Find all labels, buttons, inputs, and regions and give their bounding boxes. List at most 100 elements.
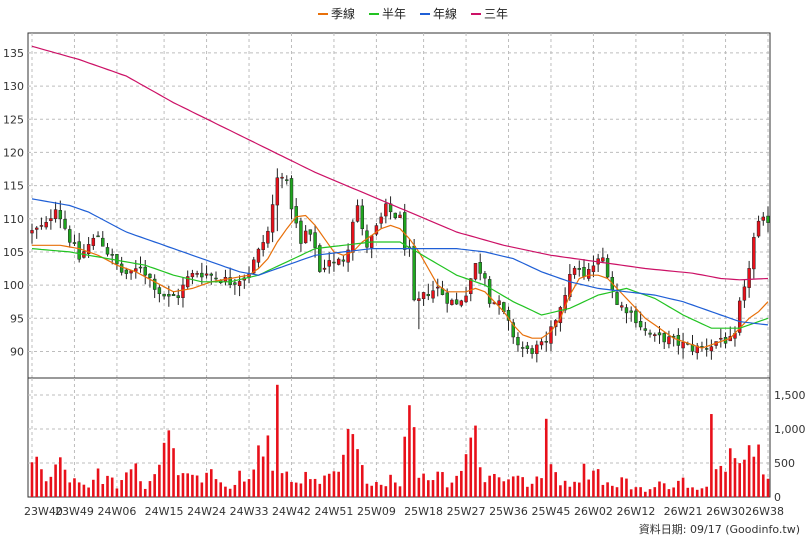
- volume-bar: [342, 454, 345, 497]
- candle-body: [237, 281, 242, 287]
- candle-body: [360, 205, 364, 230]
- candle-body: [605, 258, 610, 278]
- volume-bar: [224, 486, 227, 497]
- candle-body: [63, 219, 67, 229]
- candle-body: [412, 245, 416, 301]
- volume-bar: [761, 474, 765, 497]
- candle-body: [436, 286, 440, 289]
- x-tick-label: 24W24: [187, 505, 226, 518]
- volume-frame: [27, 377, 771, 498]
- volume-bar: [96, 468, 100, 497]
- candle-body: [638, 321, 643, 328]
- candle-body: [285, 179, 289, 181]
- candle-body: [115, 254, 119, 265]
- candle-body: [275, 177, 280, 206]
- volume-bar: [40, 469, 43, 497]
- volume-bar: [474, 425, 477, 497]
- ma-line-ma_half: [31, 241, 769, 329]
- candle-body: [280, 176, 284, 179]
- volume-bar: [667, 489, 671, 497]
- candle-body: [49, 218, 53, 222]
- candle-body: [431, 290, 435, 299]
- candle-body: [473, 263, 478, 280]
- volume-bar: [568, 486, 572, 497]
- volume-bar: [68, 482, 72, 497]
- candle-body: [653, 334, 657, 337]
- chart-legend: 季線 半年 年線 三年: [318, 6, 508, 21]
- volume-bar: [412, 427, 416, 497]
- x-tick-label: 25W45: [532, 505, 571, 518]
- candle-body: [200, 272, 204, 278]
- volume-bar: [153, 474, 156, 497]
- price-panel: 90 95 100 105 110 115 120 125 130 135: [3, 32, 771, 379]
- volume-bar: [309, 479, 312, 497]
- candle-body: [582, 267, 586, 277]
- volume-tick-label: 500: [774, 457, 795, 470]
- volume-bar: [101, 483, 105, 497]
- candle-body: [266, 230, 270, 244]
- price-tick-label: 90: [10, 345, 24, 358]
- volume-bar: [219, 482, 223, 497]
- volume-bar: [719, 465, 723, 497]
- candle-body: [398, 214, 402, 218]
- volume-bar: [125, 472, 128, 497]
- volume-bar: [87, 487, 90, 497]
- volume-panel: 0 500 1,000 1,500: [27, 377, 806, 504]
- volume-bar: [299, 483, 303, 497]
- x-tick-label: 26W02: [574, 505, 613, 518]
- volume-bar: [455, 475, 458, 497]
- price-tick-label: 110: [3, 213, 24, 226]
- volume-bar: [422, 473, 425, 497]
- x-tick-label: 25W18: [404, 505, 443, 518]
- candle-body: [620, 305, 624, 308]
- volume-bar: [686, 487, 690, 497]
- ma-line-ma_3year: [31, 45, 769, 281]
- candle-body: [539, 341, 544, 346]
- candle-body: [181, 284, 185, 298]
- price-tick-label: 105: [3, 246, 24, 259]
- candle-body: [421, 292, 426, 300]
- volume-bar: [559, 485, 562, 497]
- volume-bar: [360, 465, 364, 497]
- legend-label-ma_season: 季線: [331, 6, 355, 21]
- volume-bar: [370, 485, 373, 497]
- volume-bar: [460, 470, 463, 497]
- candle-body: [209, 273, 213, 276]
- volume-bar: [261, 456, 265, 497]
- volume-bar: [143, 488, 147, 497]
- x-tick-label: 24W06: [97, 505, 136, 518]
- volume-bar: [596, 469, 600, 497]
- candle-body: [318, 245, 322, 272]
- candle-body: [719, 337, 723, 340]
- x-tick-label: 23W40: [24, 505, 63, 518]
- volume-bar: [92, 479, 95, 497]
- volume-bar: [162, 442, 166, 497]
- candle-body: [336, 258, 341, 265]
- volume-bar: [478, 467, 482, 497]
- volume-bar: [592, 470, 595, 497]
- volume-bar: [681, 477, 685, 497]
- volume-bar: [535, 476, 539, 497]
- x-tick-label: 24W42: [272, 505, 311, 518]
- legend-label-ma_3year: 三年: [484, 7, 508, 21]
- candle-body: [747, 268, 751, 288]
- volume-bar: [587, 479, 591, 497]
- volume-bar: [549, 464, 553, 497]
- price-frame: [27, 32, 771, 379]
- volume-bar: [403, 436, 407, 497]
- volume-bar: [502, 481, 506, 497]
- candle-body: [643, 328, 648, 331]
- volume-bar: [318, 483, 322, 497]
- x-tick-label: 25W27: [447, 505, 486, 518]
- volume-bar: [427, 480, 430, 497]
- candle-body: [591, 265, 596, 273]
- candle-body: [483, 273, 487, 279]
- volume-bar: [738, 463, 741, 497]
- volume-bar: [493, 473, 496, 497]
- volume-bar: [714, 469, 718, 497]
- volume-bar: [644, 491, 647, 497]
- volume-bar: [563, 480, 567, 497]
- candle-body: [530, 348, 534, 354]
- volume-bar: [615, 487, 619, 497]
- volume-bar: [389, 474, 392, 497]
